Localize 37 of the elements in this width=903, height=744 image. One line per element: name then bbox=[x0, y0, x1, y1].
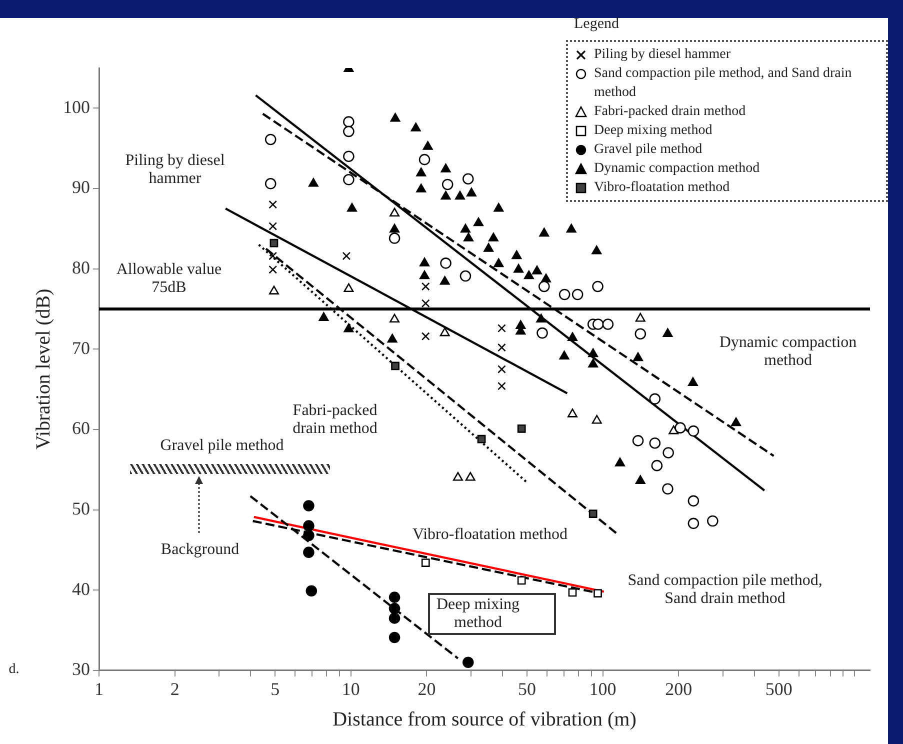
legend-label: Dynamic compaction method bbox=[594, 160, 760, 178]
annotation: Piling by diesel hammer bbox=[125, 152, 225, 188]
annotation: Sand compaction pile method, Sand drain method bbox=[628, 572, 822, 608]
annotation: Fabri-packed drain method bbox=[292, 402, 378, 438]
annotation: Dynamic compaction method bbox=[719, 334, 857, 370]
x-tick-label: 100 bbox=[589, 678, 616, 699]
y-tick-label: 40 bbox=[72, 578, 90, 599]
x-tick-label: 10 bbox=[342, 678, 360, 699]
y-tick-label: 30 bbox=[72, 659, 90, 680]
x-tick-label: 50 bbox=[518, 678, 536, 699]
ref-line-label: Allowable value 75dB bbox=[116, 261, 222, 296]
x-tick-label: 20 bbox=[418, 678, 436, 699]
legend-label: Deep mixing method bbox=[594, 122, 712, 140]
x-tick-label: 1 bbox=[94, 678, 104, 699]
annotation: Gravel pile method bbox=[160, 437, 284, 455]
x-axis-title: Distance from source of vibration (m) bbox=[332, 708, 636, 730]
y-tick-label: 60 bbox=[72, 418, 90, 438]
annotation: Vibro-floatation method bbox=[412, 526, 568, 544]
legend-label: Fabri-packed drain method bbox=[594, 103, 746, 121]
legend-label: Vibro-floatation method bbox=[594, 179, 730, 197]
x-tick-label: 200 bbox=[665, 678, 692, 699]
text: d. bbox=[8, 661, 20, 679]
y-tick-label: 70 bbox=[72, 338, 90, 358]
legend-title: Legend bbox=[574, 16, 619, 33]
legend-label: Gravel pile method bbox=[594, 141, 702, 159]
legend-label: Piling by diesel hammer bbox=[594, 46, 730, 64]
legend-label: Sand compaction pile method, and Sand drain method bbox=[594, 65, 853, 102]
y-tick-label: 100 bbox=[63, 96, 90, 117]
y-tick-label: 50 bbox=[72, 498, 90, 518]
x-tick-label: 5 bbox=[270, 678, 280, 699]
x-tick-label: 2 bbox=[170, 678, 180, 699]
y-axis-title: Vibration level (dB) bbox=[32, 288, 54, 450]
y-tick-label: 90 bbox=[72, 177, 90, 198]
annotation: Deep mixing method bbox=[436, 596, 520, 632]
x-tick-label: 500 bbox=[765, 678, 792, 699]
annotation: Background bbox=[160, 541, 240, 559]
y-tick-label: 80 bbox=[72, 258, 90, 278]
